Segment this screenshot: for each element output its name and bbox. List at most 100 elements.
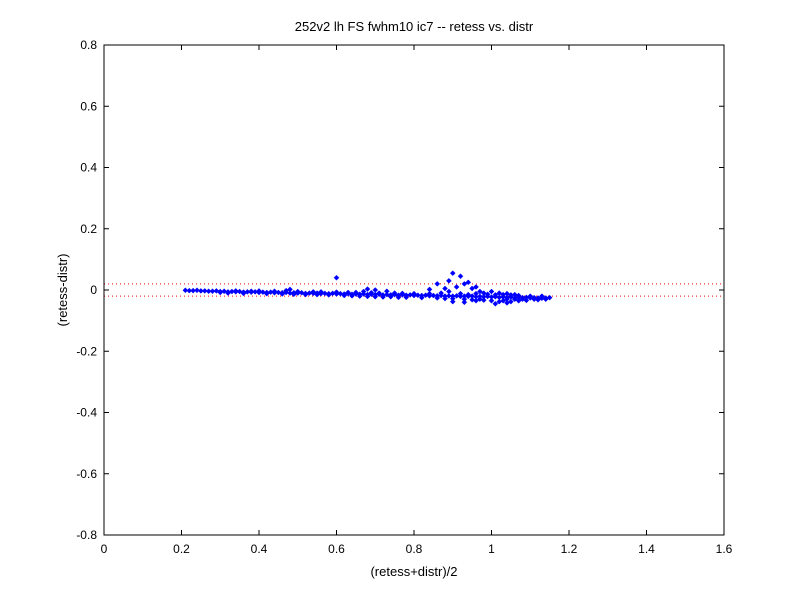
data-point [349, 292, 355, 299]
data-point [310, 288, 317, 295]
data-point [422, 292, 429, 299]
data-point [446, 277, 452, 284]
data-point [473, 290, 479, 297]
data-point [488, 288, 495, 295]
y-axis-label: (retess-distr) [55, 254, 70, 327]
data-point [449, 270, 456, 277]
data-point [376, 290, 382, 296]
x-tick-label: 1.6 [716, 542, 733, 556]
data-point [511, 296, 518, 303]
y-tick-label: -0.8 [76, 528, 97, 542]
x-tick-label: 1.2 [561, 542, 578, 556]
data-point [461, 281, 468, 287]
data-point [372, 287, 379, 293]
y-tick-label: -0.6 [76, 467, 97, 481]
data-point [368, 289, 375, 296]
data-point [418, 294, 425, 301]
data-point [531, 296, 537, 303]
data-point [434, 295, 441, 301]
data-point [539, 293, 545, 299]
data-point [341, 292, 348, 299]
data-point [399, 290, 406, 297]
data-point [403, 294, 410, 301]
data-point [484, 291, 491, 298]
data-point [477, 288, 483, 295]
x-axis-ticks: 0 0.2 0.4 0.6 0.8 1 1.2 1.4 1.6 [101, 45, 733, 556]
y-tick-label: -0.4 [76, 406, 97, 420]
data-point [213, 288, 220, 294]
data-point [337, 290, 344, 297]
data-point [186, 287, 193, 294]
data-point [415, 292, 421, 299]
data-point [302, 291, 309, 298]
data-point [473, 284, 479, 290]
y-tick-label: 0.4 [80, 161, 97, 175]
data-point [457, 273, 464, 280]
data-point [318, 288, 324, 295]
y-tick-label: -0.2 [76, 344, 97, 358]
data-point [523, 297, 530, 304]
data-point [426, 290, 433, 297]
data-point [442, 295, 448, 302]
data-point [322, 290, 328, 297]
data-point [384, 288, 390, 295]
x-axis-label: (retess+distr)/2 [370, 564, 457, 579]
x-tick-label: 0.2 [173, 542, 190, 556]
data-point [225, 290, 231, 296]
data-point [232, 288, 239, 294]
data-point [446, 288, 452, 295]
data-point [205, 288, 212, 295]
data-point [527, 293, 534, 299]
x-tick-label: 1.4 [638, 542, 655, 556]
data-point [248, 288, 255, 295]
data-point [449, 298, 456, 305]
data-point [333, 289, 340, 295]
data-point [542, 296, 549, 303]
y-tick-label: 0.6 [80, 99, 97, 113]
data-point [356, 293, 363, 299]
data-point [515, 297, 522, 304]
data-point [240, 290, 247, 297]
data-point [430, 292, 437, 299]
data-point [263, 290, 270, 297]
data-point [465, 279, 472, 286]
data-point [442, 285, 448, 292]
data-point [291, 291, 297, 298]
data-point [201, 288, 208, 294]
data-point [364, 293, 371, 300]
data-point [519, 296, 526, 303]
y-axis-ticks: -0.8 -0.6 -0.4 -0.2 0 0.2 0.4 0.6 0.8 [76, 38, 724, 542]
data-point [473, 297, 479, 304]
reference-lines [104, 283, 724, 297]
data-point [353, 289, 359, 296]
chart-title: 252v2 lh FS fwhm10 ic7 -- retess vs. dis… [295, 19, 534, 34]
x-tick-label: 1 [488, 542, 495, 556]
data-point [271, 288, 278, 295]
data-point [360, 288, 367, 295]
data-point [314, 291, 320, 298]
data-point [364, 286, 371, 292]
data-point [380, 294, 386, 300]
data-point [256, 288, 262, 294]
data-point [511, 291, 518, 298]
data-point [287, 286, 293, 293]
data-point [469, 296, 475, 303]
x-tick-label: 0.8 [406, 542, 423, 556]
data-point [508, 298, 514, 305]
x-tick-label: 0.4 [251, 542, 268, 556]
data-point [461, 299, 468, 306]
data-point [438, 290, 444, 296]
data-point [492, 300, 499, 307]
y-tick-label: 0 [90, 283, 97, 297]
data-point [492, 292, 499, 298]
data-point [395, 294, 402, 301]
data-point [488, 297, 495, 304]
data-point [453, 284, 460, 290]
data-point [457, 290, 464, 297]
data-point [469, 285, 475, 292]
x-tick-label: 0 [101, 542, 108, 556]
data-point [333, 274, 340, 281]
y-tick-label: 0.2 [80, 222, 97, 236]
data-point [515, 292, 522, 299]
